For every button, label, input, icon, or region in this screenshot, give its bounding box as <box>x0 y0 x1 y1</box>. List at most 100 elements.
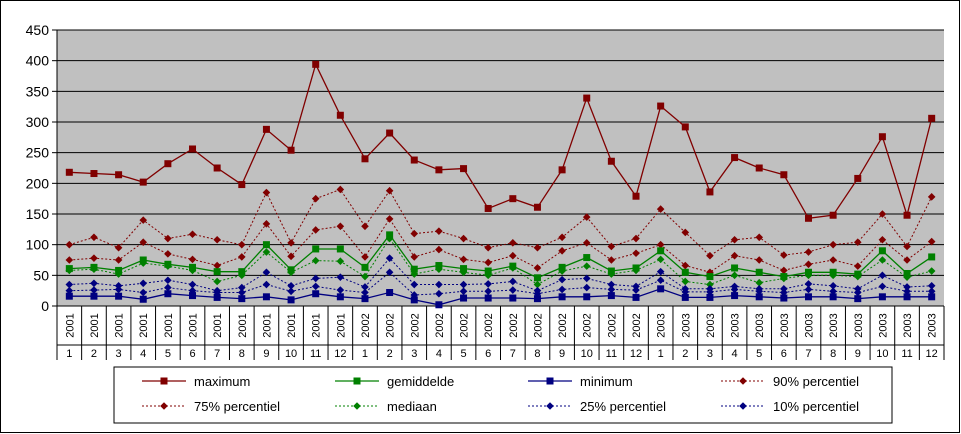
x-tick-label-year: 2001 <box>311 313 323 337</box>
data-point <box>237 240 246 249</box>
data-point <box>237 271 246 280</box>
x-tick-label-month: 10 <box>876 348 888 360</box>
data-point <box>336 293 344 301</box>
data-point <box>927 281 936 290</box>
legend-entry-10-percentiel: 10% percentiel <box>721 399 859 414</box>
x-tick-label-month: 7 <box>510 348 516 360</box>
x-tick-label-month: 12 <box>926 348 938 360</box>
x-tick-label-month: 6 <box>781 348 787 360</box>
data-point <box>361 253 369 261</box>
data-point <box>213 277 221 286</box>
x-tick-label-year: 2001 <box>335 313 347 337</box>
data-point <box>188 286 197 295</box>
data-point <box>731 264 739 272</box>
data-point <box>410 156 418 164</box>
data-point <box>484 280 492 288</box>
x-tick-label-year: 2002 <box>483 313 495 337</box>
data-point <box>115 266 123 274</box>
data-point <box>385 186 394 195</box>
x-tick-label-year: 2003 <box>902 313 914 337</box>
legend-box <box>113 366 893 424</box>
data-point <box>533 264 542 272</box>
data-point <box>853 238 862 247</box>
data-point <box>558 275 566 284</box>
data-point <box>336 257 345 266</box>
data-point <box>460 165 468 173</box>
data-point <box>681 268 689 276</box>
data-point <box>903 211 911 219</box>
x-tick-label-month: 8 <box>534 348 540 360</box>
data-point <box>361 155 369 163</box>
data-point <box>730 285 739 294</box>
data-point <box>878 133 886 141</box>
data-point <box>903 287 911 296</box>
data-point <box>854 174 862 182</box>
data-point <box>755 233 764 242</box>
data-point <box>533 280 542 289</box>
data-point <box>583 254 591 262</box>
x-tick-label-month: 1 <box>362 348 368 360</box>
data-point <box>780 288 788 297</box>
data-point <box>706 251 714 260</box>
legend-entry-90-percentiel: 90% percentiel <box>721 374 859 389</box>
data-point <box>238 295 246 303</box>
data-point <box>632 249 640 258</box>
x-tick-label-year: 2002 <box>557 313 569 337</box>
data-point <box>435 289 443 298</box>
data-point <box>829 287 837 296</box>
data-point <box>632 293 640 301</box>
data-point <box>632 192 640 200</box>
data-point <box>90 170 98 178</box>
data-point <box>780 273 788 281</box>
x-tick-label-month: 9 <box>855 348 861 360</box>
data-point <box>65 292 73 300</box>
data-point <box>509 294 517 302</box>
data-point <box>853 288 862 297</box>
data-point <box>410 296 418 304</box>
data-point <box>509 277 517 286</box>
data-point <box>188 280 197 289</box>
data-point <box>65 280 74 289</box>
data-point <box>731 154 739 162</box>
legend-label: gemiddelde <box>387 374 454 389</box>
data-point <box>681 228 690 237</box>
y-tick-label: 50 <box>33 267 49 283</box>
data-point <box>287 146 295 154</box>
y-tick-label: 100 <box>26 237 50 253</box>
legend-entry-75-percentiel: 75% percentiel <box>142 399 280 414</box>
data-point <box>681 288 690 296</box>
data-point <box>656 276 665 285</box>
data-point <box>780 171 788 179</box>
data-point <box>558 166 566 174</box>
data-point <box>262 293 270 301</box>
data-point <box>484 287 492 296</box>
data-point <box>804 260 813 269</box>
legend-entry-maximum: maximum <box>142 374 250 389</box>
y-tick-label: 350 <box>26 83 50 99</box>
data-point <box>361 295 369 303</box>
x-tick-label-month: 7 <box>214 348 220 360</box>
data-point <box>164 160 172 168</box>
data-point <box>509 239 517 247</box>
legend-label: mediaan <box>387 399 437 414</box>
x-tick-label-year: 2003 <box>877 313 889 337</box>
x-tick-label-year: 2003 <box>803 313 815 337</box>
legend-entry-gemiddelde: gemiddelde <box>335 374 454 389</box>
data-point <box>164 234 172 243</box>
legend-marker <box>353 402 361 410</box>
data-point <box>114 285 123 294</box>
x-tick-label-year: 2001 <box>163 313 175 337</box>
x-axis: 2001 1 2001 2 2001 3 2001 4 2001 5 2001 6 2001 7 2001 8… <box>56 305 945 360</box>
legend-label: 25% percentiel <box>580 399 666 414</box>
x-tick-label-year: 2002 <box>434 313 446 337</box>
series-75-percentiel <box>65 215 936 277</box>
data-point <box>460 265 468 273</box>
data-point <box>656 267 665 276</box>
x-tick-label-month: 10 <box>581 348 593 360</box>
series-line <box>69 217 932 273</box>
data-point <box>607 157 615 165</box>
data-point <box>65 286 74 295</box>
data-point <box>706 280 714 289</box>
data-point <box>188 230 197 239</box>
